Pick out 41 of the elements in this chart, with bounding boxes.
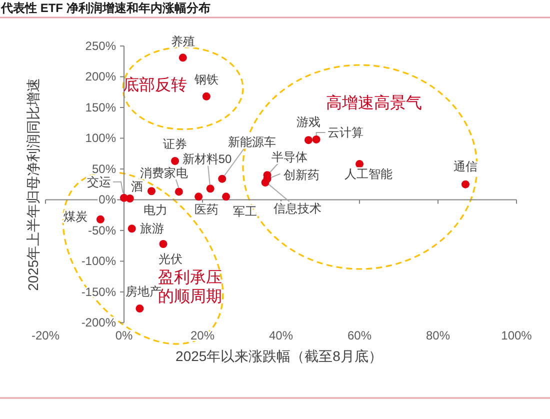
y-tick-label: 100% bbox=[85, 131, 116, 146]
series-label: 旅游 bbox=[140, 222, 164, 236]
series-label: 交运 bbox=[87, 174, 111, 189]
x-tick-label: 0% bbox=[115, 328, 133, 343]
series-label: 消费家电 bbox=[140, 166, 188, 180]
y-tick-label: 50% bbox=[92, 162, 116, 176]
series-label: 新能源车 bbox=[228, 134, 276, 149]
annotation: 底部反转 bbox=[123, 76, 187, 94]
series-label: 酒 bbox=[130, 180, 143, 194]
x-axis-title: 2025年以来涨跌幅（截至8月底） bbox=[176, 348, 382, 364]
x-tick-label: 100% bbox=[501, 328, 532, 343]
series-label: 钢铁 bbox=[194, 72, 218, 86]
chart-title: 代表性 ETF 净利润增速和年内涨幅分布 bbox=[1, 1, 210, 15]
series-label: 养殖 bbox=[170, 34, 195, 49]
series-label: 信息技术 bbox=[273, 202, 322, 216]
x-tick-label: 80% bbox=[426, 328, 450, 343]
y-tick-label: -200% bbox=[81, 316, 116, 330]
x-tick-label: 40% bbox=[268, 328, 294, 343]
y-tick-label: 250% bbox=[85, 39, 116, 53]
series-label: 电力 bbox=[143, 203, 168, 218]
y-tick-label: 150% bbox=[85, 100, 116, 114]
y-tick-label: -100% bbox=[81, 254, 116, 268]
y-tick-label: -50% bbox=[88, 223, 116, 238]
series-label: 光伏 bbox=[158, 252, 182, 266]
series-label: 创新药 bbox=[283, 168, 320, 182]
x-tick-label: -20% bbox=[32, 328, 60, 343]
series-label: 通信 bbox=[453, 159, 478, 174]
series-label: 新材料50 bbox=[182, 152, 232, 166]
series-label: 半导体 bbox=[271, 150, 308, 164]
series-label: 游戏 bbox=[296, 115, 320, 130]
series-label: 煤炭 bbox=[63, 209, 88, 224]
x-tick-label: 60% bbox=[347, 328, 372, 343]
y-tick-label: 200% bbox=[85, 70, 116, 84]
series-label: 证券 bbox=[163, 136, 188, 151]
y-tick-label: -150% bbox=[81, 284, 116, 299]
series-label: 军工 bbox=[233, 204, 258, 219]
series-label: 医药 bbox=[194, 202, 219, 217]
annotation: 高增速高景气 bbox=[326, 94, 422, 112]
series-label: 人工智能 bbox=[344, 167, 392, 182]
series-label: 云计算 bbox=[327, 125, 364, 140]
y-axis-title: 2025年上半年归母净利润同比增速 bbox=[25, 78, 41, 291]
